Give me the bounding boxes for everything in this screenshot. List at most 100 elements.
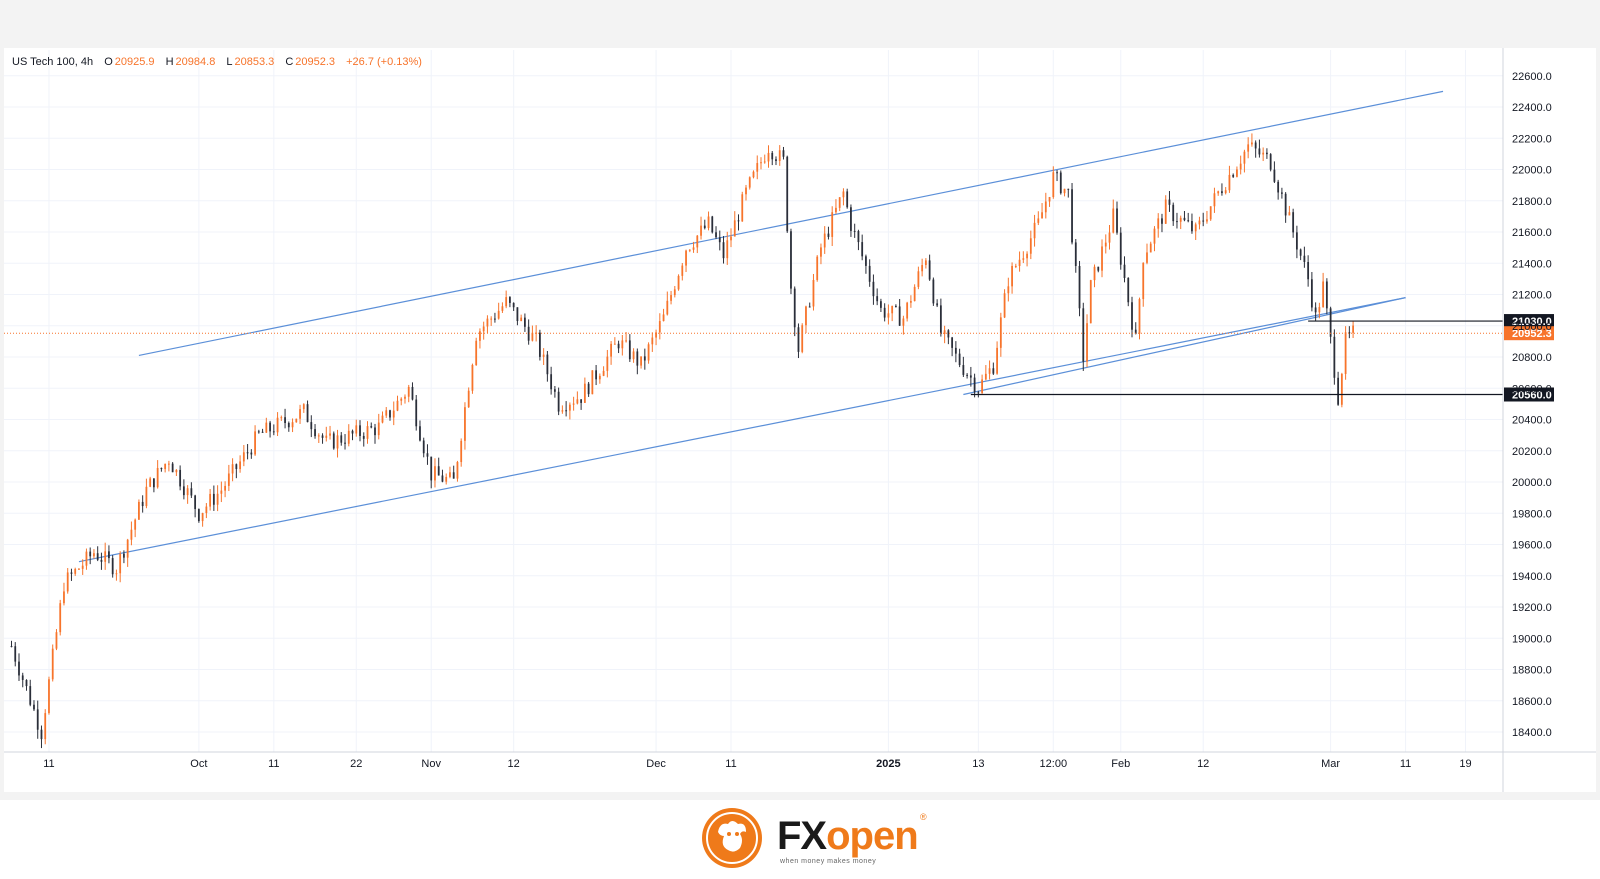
candle-body (1206, 219, 1208, 222)
y-tick-label: 22400.0 (1512, 102, 1552, 114)
candle-body (1011, 265, 1013, 287)
candle-body (943, 330, 946, 335)
candle-body (1198, 220, 1201, 225)
candle-body (111, 558, 114, 575)
symbol-label[interactable]: US Tech 100, 4h (12, 56, 94, 68)
candle-body (1236, 169, 1238, 177)
candle-body (846, 191, 849, 208)
candle-body (257, 431, 260, 433)
candle-body (1295, 232, 1298, 250)
candle-body (516, 307, 519, 322)
candle-body (1277, 181, 1280, 193)
candle-body (1322, 281, 1325, 308)
candle-body (1119, 232, 1122, 265)
candle-body (595, 370, 598, 380)
candle-body (812, 279, 815, 307)
candle-body (827, 233, 830, 237)
candle-body (591, 370, 594, 395)
candle-body (1299, 249, 1302, 256)
candle-body (1086, 323, 1088, 362)
candle-body (250, 452, 253, 455)
candle-body (1168, 199, 1171, 205)
candle-body (700, 225, 702, 236)
candle-body (1187, 220, 1190, 222)
candle-body (48, 679, 50, 714)
y-tick-label: 22600.0 (1512, 71, 1552, 83)
candle-body (100, 559, 103, 562)
candle-body (636, 351, 639, 366)
candle-body (269, 422, 271, 432)
candles (10, 133, 1354, 749)
candle-body (820, 247, 822, 257)
candle-body (801, 325, 804, 352)
candle-body (962, 365, 965, 375)
candle-body (891, 305, 894, 314)
y-tick-label: 18600.0 (1512, 696, 1552, 708)
candle-body (59, 603, 62, 633)
candle-body (561, 410, 564, 412)
candle-body (1239, 163, 1242, 170)
y-tick-label: 19600.0 (1512, 540, 1552, 552)
candle-body (430, 456, 433, 481)
candle-body (805, 306, 807, 326)
candle-body (108, 551, 110, 559)
candle-body (1266, 152, 1268, 155)
candle-body (336, 435, 339, 449)
candle-body (51, 648, 54, 680)
close-label: C (285, 56, 294, 68)
candle-body (632, 351, 635, 360)
candle-body (479, 331, 481, 341)
candle-body (104, 551, 107, 562)
candle-body (977, 392, 980, 394)
x-tick-label: 12 (508, 758, 520, 770)
y-tick-label: 19000.0 (1512, 633, 1552, 645)
candle-body (126, 539, 129, 558)
candle-body (220, 490, 223, 494)
y-tick-label: 18400.0 (1512, 727, 1552, 739)
y-tick-label: 20400.0 (1512, 415, 1552, 427)
candle-body (1007, 286, 1010, 294)
candle-body (775, 159, 777, 162)
candle-body (25, 679, 28, 687)
candle-body (1217, 191, 1220, 194)
candle-body (1044, 201, 1047, 213)
x-tick-label: Mar (1321, 758, 1340, 770)
close-value: 20952.3 (295, 56, 336, 68)
candle-body (658, 321, 661, 333)
candle-body (74, 568, 77, 574)
candle-body (673, 289, 676, 296)
candle-body (1029, 238, 1032, 254)
candle-body (389, 410, 391, 418)
candle-body (197, 509, 200, 522)
low-label: L (226, 56, 233, 68)
candle-body (984, 373, 987, 380)
candle-body (1052, 172, 1055, 198)
candle-body (981, 379, 983, 393)
candle-body (490, 318, 493, 320)
candle-body (1131, 302, 1133, 330)
candle-body (411, 386, 414, 400)
candle-body (321, 435, 324, 438)
candle-body (494, 318, 496, 320)
y-tick-label: 21800.0 (1512, 196, 1552, 208)
candle-body (280, 417, 283, 419)
candle-body (572, 403, 575, 405)
bull-logo-icon (702, 808, 762, 868)
y-tick-label: 18800.0 (1512, 665, 1552, 677)
candle-body (145, 486, 148, 507)
candle-body (711, 216, 714, 233)
candle-body (134, 519, 137, 530)
candle-body (276, 417, 279, 433)
candle-body (1329, 308, 1332, 337)
candle-body (718, 237, 721, 243)
candle-body (973, 377, 976, 393)
candle-body (344, 442, 346, 444)
candle-body (842, 191, 845, 198)
candle-body (1161, 218, 1163, 224)
candle-body (876, 296, 879, 302)
candle-body (625, 340, 627, 342)
candle-body (1254, 142, 1257, 149)
level-price-label: 21030.0 (1512, 316, 1552, 328)
candle-body (1104, 242, 1107, 247)
